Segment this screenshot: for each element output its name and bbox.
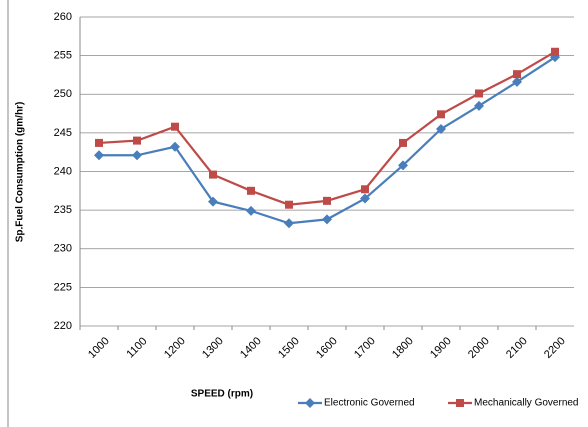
- y-tick-label: 260: [54, 11, 72, 23]
- marker: [132, 150, 142, 161]
- y-tick-label: 230: [54, 243, 72, 255]
- y-tick-label: 250: [54, 88, 72, 100]
- x-tick-label: 1800: [390, 335, 416, 361]
- y-tick-label: 255: [54, 50, 72, 62]
- marker: [399, 138, 407, 147]
- marker: [437, 110, 445, 119]
- x-axis-label: SPEED (rpm): [191, 389, 253, 400]
- marker: [323, 196, 331, 205]
- x-tick-label: 1100: [124, 335, 149, 360]
- x-tick-label: 1900: [428, 335, 454, 361]
- series-line: [98, 50, 556, 206]
- marker: [209, 170, 217, 179]
- marker: [361, 185, 369, 194]
- marker: [551, 47, 559, 56]
- marker: [247, 186, 255, 195]
- y-tick-label: 240: [54, 165, 72, 177]
- marker: [398, 160, 408, 171]
- marker: [322, 214, 332, 225]
- x-tick-label: 2000: [466, 335, 492, 361]
- x-tick-label: 1300: [200, 335, 226, 361]
- y-tick-label: 220: [54, 320, 72, 332]
- marker: [208, 196, 218, 207]
- marker: [512, 76, 522, 87]
- y-tick-label: 225: [54, 281, 72, 293]
- marker: [475, 89, 483, 98]
- x-tick-label: 2200: [542, 335, 568, 361]
- x-tick-label: 1600: [314, 335, 340, 361]
- marker: [94, 150, 104, 161]
- marker: [170, 141, 180, 152]
- x-tick-label: 1400: [238, 335, 264, 361]
- marker: [133, 136, 141, 145]
- marker: [305, 398, 315, 408]
- marker: [285, 200, 293, 209]
- marker: [474, 100, 484, 111]
- legend-label: Electronic Governed: [324, 398, 415, 409]
- marker: [171, 122, 179, 131]
- x-tick-label: 1700: [352, 335, 378, 361]
- marker: [436, 124, 446, 135]
- marker: [95, 138, 103, 147]
- x-tick-label: 1200: [162, 335, 188, 361]
- x-tick-label: 1000: [86, 335, 112, 361]
- marker: [284, 218, 294, 229]
- marker: [360, 193, 370, 204]
- marker: [456, 399, 464, 407]
- y-tick-label: 245: [54, 127, 72, 139]
- x-tick-label: 1500: [276, 335, 302, 361]
- y-tick-label: 235: [54, 204, 72, 216]
- legend-label: Mechanically Governed: [474, 398, 579, 409]
- marker: [513, 70, 521, 79]
- x-tick-label: 2100: [504, 335, 530, 361]
- y-axis-label: Sp.Fuel Consumption (gm/hr): [15, 102, 26, 243]
- marker: [246, 205, 256, 216]
